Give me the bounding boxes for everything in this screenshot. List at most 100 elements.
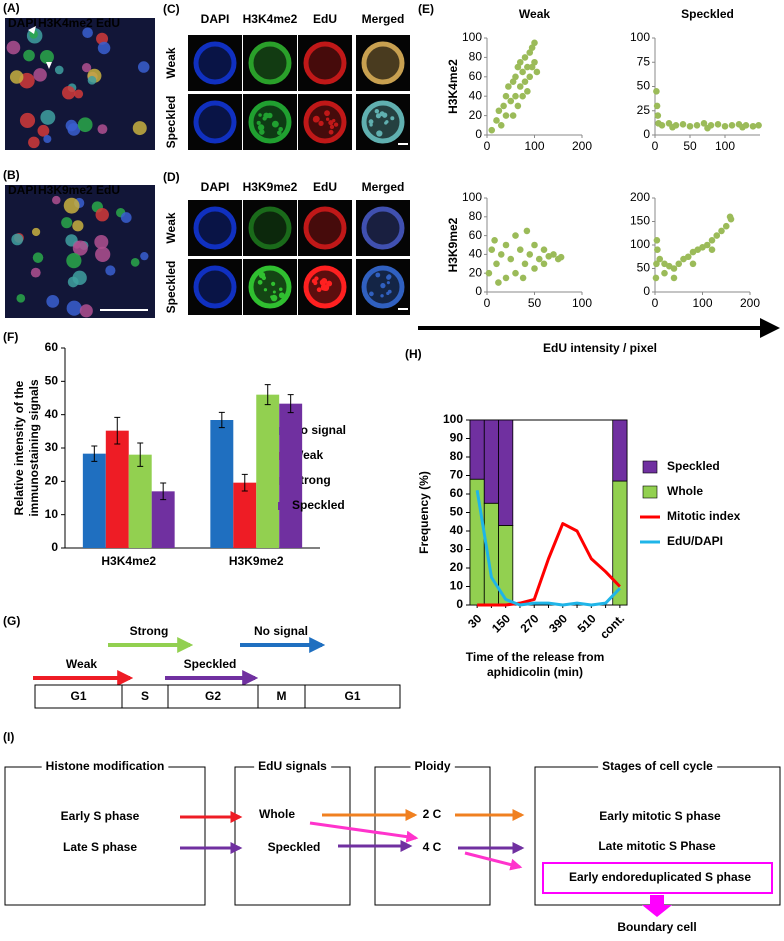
- cell: [32, 252, 44, 263]
- y-axis-label: Frequency (%): [417, 471, 431, 554]
- y-tick-label: 80: [469, 209, 483, 223]
- point: [686, 122, 694, 130]
- x-tick-label: 100: [692, 296, 712, 310]
- bar: [469, 419, 485, 480]
- focus: [328, 129, 334, 135]
- y-tick-label: 70: [450, 468, 464, 482]
- point: [495, 107, 503, 115]
- bar: [279, 403, 303, 548]
- y-tick-label: 0: [643, 127, 650, 141]
- flow-item: Early endoreduplicated S phase: [569, 870, 751, 884]
- x-tick-label: 0: [652, 296, 659, 310]
- column-header: DAPI: [201, 180, 230, 194]
- focus: [369, 291, 374, 297]
- title-gap: [41, 759, 169, 774]
- x-axis-label: EdU intensity / pixel: [543, 341, 657, 355]
- point: [653, 237, 661, 244]
- y-tick-label: 10: [45, 507, 59, 521]
- focus: [259, 129, 265, 135]
- point: [485, 269, 493, 277]
- y-tick-label: 10: [450, 579, 464, 593]
- focus: [278, 287, 283, 292]
- x-tick-label: 270: [518, 611, 542, 635]
- y-tick-label: 40: [450, 523, 464, 537]
- phase-label: G1: [344, 689, 360, 703]
- focus: [314, 276, 319, 281]
- focus: [376, 130, 383, 137]
- stain-label: EdU: [96, 183, 120, 197]
- cell: [140, 252, 149, 261]
- error-bar: [114, 416, 121, 445]
- point: [505, 83, 512, 90]
- point: [491, 237, 498, 244]
- title-gap: [410, 759, 455, 774]
- bar: [498, 419, 514, 526]
- y-tick-label: 150: [630, 214, 650, 228]
- point: [512, 232, 519, 239]
- bar: [612, 419, 628, 482]
- cell: [97, 41, 111, 55]
- column-header: EdU: [313, 180, 337, 194]
- bar: [210, 420, 234, 548]
- panel-label: (H): [405, 347, 422, 361]
- focus: [386, 274, 392, 279]
- focus: [368, 119, 374, 125]
- cell: [37, 124, 50, 137]
- focus: [262, 116, 267, 121]
- y-tick-label: 20: [450, 560, 464, 574]
- point: [654, 246, 661, 253]
- point: [550, 251, 557, 258]
- y-tick-label: 50: [637, 261, 651, 275]
- legend-label: Speckled: [292, 498, 345, 512]
- nucleus: [193, 100, 237, 144]
- y-tick-label: 40: [45, 407, 59, 421]
- panel-label: (C): [163, 2, 180, 16]
- y-tick-label: 20: [45, 474, 59, 488]
- cell: [95, 246, 111, 262]
- point: [493, 117, 500, 124]
- point: [557, 253, 565, 261]
- x-tick-label: 200: [572, 139, 592, 153]
- error-bar: [137, 442, 144, 467]
- point: [656, 255, 664, 263]
- column-header: Merged: [362, 12, 405, 26]
- point: [502, 274, 510, 282]
- point: [540, 246, 548, 253]
- line: [477, 522, 621, 607]
- point: [509, 112, 517, 119]
- stain-label: H3K4me2: [38, 16, 93, 30]
- point: [727, 215, 735, 223]
- focus: [313, 115, 320, 123]
- cell: [105, 265, 116, 276]
- nucleus: [303, 206, 347, 250]
- point: [521, 78, 529, 85]
- flow-item: Late S phase: [63, 840, 137, 854]
- nucleus: [248, 100, 292, 144]
- focus: [390, 116, 395, 121]
- x-tick-label: 50: [683, 139, 697, 153]
- highlight-box: [542, 862, 773, 894]
- y-tick-label: 100: [630, 237, 650, 251]
- point: [519, 274, 527, 282]
- cell: [62, 86, 76, 100]
- cell: [30, 267, 41, 278]
- cell: [28, 136, 40, 149]
- point: [502, 112, 510, 119]
- cell: [61, 217, 73, 229]
- phase-label: G2: [205, 689, 221, 703]
- focus: [333, 122, 339, 127]
- point: [531, 241, 538, 249]
- point: [721, 122, 729, 130]
- box-title: Stages of cell cycle: [602, 759, 713, 773]
- y-axis-label: H3K4me2: [446, 59, 460, 114]
- point: [714, 121, 722, 128]
- point: [514, 102, 522, 110]
- stain-label: DAPI: [8, 16, 37, 30]
- nucleus: [193, 41, 237, 85]
- point: [531, 265, 538, 272]
- x-tick-label: 100: [572, 296, 592, 310]
- cell: [87, 75, 97, 85]
- point: [531, 58, 538, 66]
- point: [722, 222, 730, 230]
- point: [669, 123, 676, 131]
